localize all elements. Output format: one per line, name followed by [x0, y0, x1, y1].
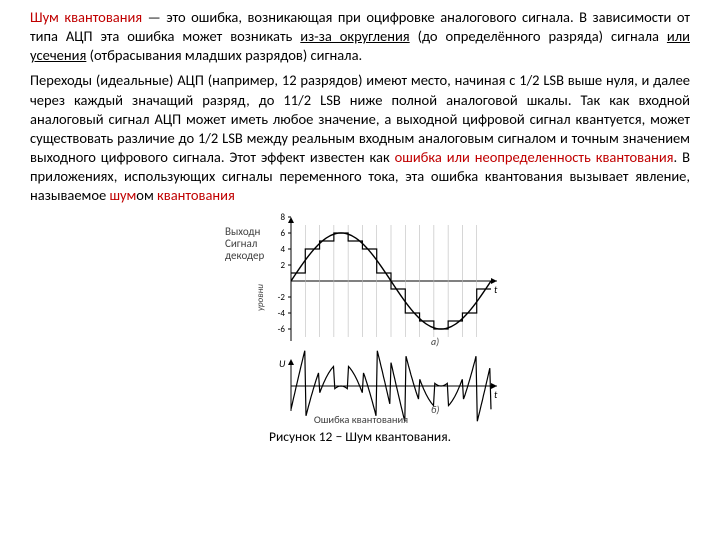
noise-b: ом	[136, 186, 157, 204]
svg-text:-6: -6	[278, 324, 286, 335]
page: Шум квантования — это ошибка, возникающа…	[0, 0, 720, 540]
paragraph-2: Переходы (идеальные) АЦП (например, 12 р…	[30, 71, 690, 205]
svg-text:а): а)	[431, 335, 439, 348]
noise-c: квантования	[157, 186, 235, 204]
term-quant-noise: Шум квантования	[30, 8, 142, 26]
svg-text:6: 6	[280, 228, 285, 239]
svg-text:-2: -2	[278, 292, 286, 303]
svg-text:Ошибка квантования: Ошибка квантования	[314, 413, 408, 426]
svg-text:-4: -4	[278, 308, 286, 319]
p1-u1: из-за округления	[300, 27, 409, 45]
svg-text:t: t	[494, 283, 498, 296]
svg-text:декодер: декодер	[225, 249, 264, 262]
term-quant-error: ошибка или неопределенность квантования	[395, 148, 674, 166]
svg-text:2: 2	[280, 260, 285, 271]
figure-caption: Рисунок 12 − Шум квантования.	[30, 428, 690, 445]
figure-wrapper: t-6-4-22468ВыходнСигналдекодеруровниа)Ut…	[30, 211, 690, 445]
noise-a: шум	[109, 186, 136, 204]
quantization-figure: t-6-4-22468ВыходнСигналдекодеруровниа)Ut…	[215, 211, 505, 426]
svg-text:б): б)	[431, 403, 439, 416]
svg-text:8: 8	[280, 212, 285, 223]
p1-b: (до определённого разряда) сигнала	[410, 27, 667, 45]
svg-text:t: t	[494, 388, 498, 401]
svg-text:4: 4	[280, 244, 285, 255]
svg-text:U: U	[279, 357, 286, 370]
paragraph-1: Шум квантования — это ошибка, возникающа…	[30, 8, 690, 65]
svg-text:уровни: уровни	[255, 284, 266, 311]
p1-c: (отбрасывания младших разрядов) сигнала.	[86, 46, 362, 64]
